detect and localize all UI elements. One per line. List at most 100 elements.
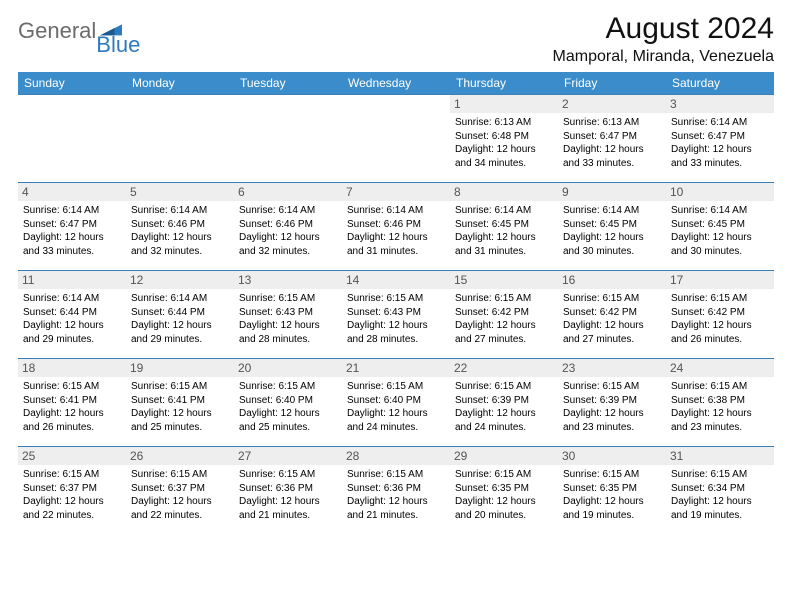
day-number: 13 (234, 271, 342, 289)
calendar-cell: 17Sunrise: 6:15 AMSunset: 6:42 PMDayligh… (666, 271, 774, 359)
daylight-line: Daylight: 12 hours and 25 minutes. (131, 407, 229, 434)
calendar-cell: 14Sunrise: 6:15 AMSunset: 6:43 PMDayligh… (342, 271, 450, 359)
calendar-row: 4Sunrise: 6:14 AMSunset: 6:47 PMDaylight… (18, 183, 774, 271)
sunrise-line: Sunrise: 6:14 AM (455, 204, 553, 218)
calendar-cell: 7Sunrise: 6:14 AMSunset: 6:46 PMDaylight… (342, 183, 450, 271)
calendar-cell: 21Sunrise: 6:15 AMSunset: 6:40 PMDayligh… (342, 359, 450, 447)
calendar-cell: 29Sunrise: 6:15 AMSunset: 6:35 PMDayligh… (450, 447, 558, 535)
calendar-table: Sunday Monday Tuesday Wednesday Thursday… (18, 72, 774, 535)
calendar-cell: 12Sunrise: 6:14 AMSunset: 6:44 PMDayligh… (126, 271, 234, 359)
daylight-line: Daylight: 12 hours and 30 minutes. (563, 231, 661, 258)
daylight-line: Daylight: 12 hours and 25 minutes. (239, 407, 337, 434)
sunset-line: Sunset: 6:42 PM (563, 306, 661, 320)
location: Mamporal, Miranda, Venezuela (553, 48, 774, 66)
sunset-line: Sunset: 6:39 PM (455, 394, 553, 408)
day-number: 23 (558, 359, 666, 377)
calendar-row: 1Sunrise: 6:13 AMSunset: 6:48 PMDaylight… (18, 95, 774, 183)
calendar-cell: 30Sunrise: 6:15 AMSunset: 6:35 PMDayligh… (558, 447, 666, 535)
daylight-line: Daylight: 12 hours and 34 minutes. (455, 143, 553, 170)
day-number: 26 (126, 447, 234, 465)
daylight-line: Daylight: 12 hours and 24 minutes. (455, 407, 553, 434)
sunrise-line: Sunrise: 6:15 AM (671, 292, 769, 306)
sunset-line: Sunset: 6:42 PM (671, 306, 769, 320)
title-block: August 2024 Mamporal, Miranda, Venezuela (553, 12, 774, 66)
sunrise-line: Sunrise: 6:14 AM (239, 204, 337, 218)
calendar-cell: 8Sunrise: 6:14 AMSunset: 6:45 PMDaylight… (450, 183, 558, 271)
day-number: 21 (342, 359, 450, 377)
sunset-line: Sunset: 6:42 PM (455, 306, 553, 320)
calendar-cell: 16Sunrise: 6:15 AMSunset: 6:42 PMDayligh… (558, 271, 666, 359)
daylight-line: Daylight: 12 hours and 26 minutes. (23, 407, 121, 434)
sunrise-line: Sunrise: 6:14 AM (131, 292, 229, 306)
sunset-line: Sunset: 6:47 PM (23, 218, 121, 232)
calendar-cell: 1Sunrise: 6:13 AMSunset: 6:48 PMDaylight… (450, 95, 558, 183)
calendar-cell: 6Sunrise: 6:14 AMSunset: 6:46 PMDaylight… (234, 183, 342, 271)
daylight-line: Daylight: 12 hours and 31 minutes. (347, 231, 445, 258)
daylight-line: Daylight: 12 hours and 21 minutes. (347, 495, 445, 522)
calendar-cell: 27Sunrise: 6:15 AMSunset: 6:36 PMDayligh… (234, 447, 342, 535)
day-number: 9 (558, 183, 666, 201)
daylight-line: Daylight: 12 hours and 23 minutes. (563, 407, 661, 434)
day-number: 8 (450, 183, 558, 201)
sunrise-line: Sunrise: 6:14 AM (23, 204, 121, 218)
sunset-line: Sunset: 6:38 PM (671, 394, 769, 408)
weekday-header: Thursday (450, 72, 558, 95)
sunrise-line: Sunrise: 6:15 AM (131, 380, 229, 394)
sunrise-line: Sunrise: 6:14 AM (131, 204, 229, 218)
calendar-cell (126, 95, 234, 183)
sunset-line: Sunset: 6:35 PM (455, 482, 553, 496)
sunrise-line: Sunrise: 6:15 AM (131, 468, 229, 482)
brand-logo: General Blue (18, 18, 166, 44)
sunrise-line: Sunrise: 6:13 AM (455, 116, 553, 130)
daylight-line: Daylight: 12 hours and 26 minutes. (671, 319, 769, 346)
daylight-line: Daylight: 12 hours and 27 minutes. (563, 319, 661, 346)
sunrise-line: Sunrise: 6:15 AM (455, 468, 553, 482)
sunrise-line: Sunrise: 6:15 AM (563, 468, 661, 482)
calendar-row: 25Sunrise: 6:15 AMSunset: 6:37 PMDayligh… (18, 447, 774, 535)
sunset-line: Sunset: 6:36 PM (239, 482, 337, 496)
day-number: 10 (666, 183, 774, 201)
sunrise-line: Sunrise: 6:15 AM (239, 380, 337, 394)
sunrise-line: Sunrise: 6:15 AM (347, 292, 445, 306)
daylight-line: Daylight: 12 hours and 19 minutes. (671, 495, 769, 522)
sunrise-line: Sunrise: 6:15 AM (23, 380, 121, 394)
day-number: 19 (126, 359, 234, 377)
daylight-line: Daylight: 12 hours and 21 minutes. (239, 495, 337, 522)
daylight-line: Daylight: 12 hours and 22 minutes. (131, 495, 229, 522)
calendar-cell: 3Sunrise: 6:14 AMSunset: 6:47 PMDaylight… (666, 95, 774, 183)
sunset-line: Sunset: 6:46 PM (131, 218, 229, 232)
sunrise-line: Sunrise: 6:14 AM (347, 204, 445, 218)
calendar-cell: 19Sunrise: 6:15 AMSunset: 6:41 PMDayligh… (126, 359, 234, 447)
calendar-cell: 28Sunrise: 6:15 AMSunset: 6:36 PMDayligh… (342, 447, 450, 535)
daylight-line: Daylight: 12 hours and 31 minutes. (455, 231, 553, 258)
calendar-cell: 18Sunrise: 6:15 AMSunset: 6:41 PMDayligh… (18, 359, 126, 447)
sunset-line: Sunset: 6:40 PM (239, 394, 337, 408)
sunrise-line: Sunrise: 6:15 AM (671, 468, 769, 482)
calendar-row: 18Sunrise: 6:15 AMSunset: 6:41 PMDayligh… (18, 359, 774, 447)
daylight-line: Daylight: 12 hours and 29 minutes. (23, 319, 121, 346)
day-number: 4 (18, 183, 126, 201)
daylight-line: Daylight: 12 hours and 28 minutes. (347, 319, 445, 346)
daylight-line: Daylight: 12 hours and 23 minutes. (671, 407, 769, 434)
day-number: 24 (666, 359, 774, 377)
day-number: 22 (450, 359, 558, 377)
weekday-header: Monday (126, 72, 234, 95)
daylight-line: Daylight: 12 hours and 19 minutes. (563, 495, 661, 522)
calendar-cell: 22Sunrise: 6:15 AMSunset: 6:39 PMDayligh… (450, 359, 558, 447)
day-number: 15 (450, 271, 558, 289)
sunrise-line: Sunrise: 6:15 AM (239, 292, 337, 306)
sunset-line: Sunset: 6:34 PM (671, 482, 769, 496)
day-number: 1 (450, 95, 558, 113)
sunrise-line: Sunrise: 6:15 AM (563, 380, 661, 394)
day-number: 6 (234, 183, 342, 201)
weekday-header: Tuesday (234, 72, 342, 95)
sunrise-line: Sunrise: 6:15 AM (671, 380, 769, 394)
sunset-line: Sunset: 6:45 PM (563, 218, 661, 232)
sunrise-line: Sunrise: 6:15 AM (455, 292, 553, 306)
sunrise-line: Sunrise: 6:14 AM (23, 292, 121, 306)
day-number: 20 (234, 359, 342, 377)
sunrise-line: Sunrise: 6:13 AM (563, 116, 661, 130)
month-title: August 2024 (553, 12, 774, 46)
calendar-cell (18, 95, 126, 183)
sunset-line: Sunset: 6:41 PM (23, 394, 121, 408)
